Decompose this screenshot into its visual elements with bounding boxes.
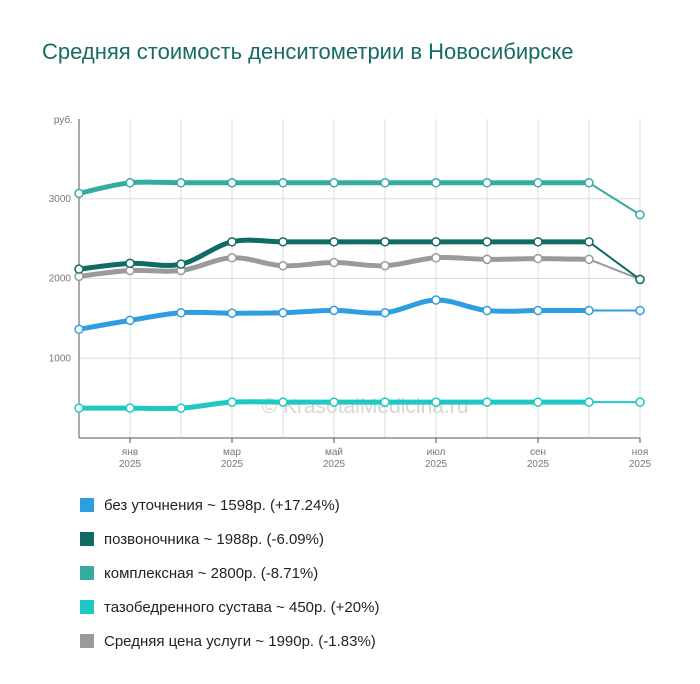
x-tick-label-month: мар: [223, 447, 241, 458]
data-point: [176, 308, 186, 318]
data-point: [329, 305, 339, 316]
data-point: [533, 305, 543, 316]
data-point: [431, 397, 441, 407]
legend-item[interactable]: без уточнения ~ 1598р. (+17.24%): [80, 488, 379, 522]
data-point: [176, 178, 186, 188]
x-tick-label-year: 2025: [425, 459, 448, 470]
data-point: [278, 237, 288, 247]
legend-swatch: [80, 634, 94, 648]
legend-label: Средняя цена услуги ~ 1990р. (-1.83%): [104, 632, 376, 650]
data-point: [431, 178, 441, 188]
legend-item[interactable]: комплексная ~ 2800р. (-8.71%): [80, 556, 379, 590]
grid: [78, 119, 641, 438]
y-tick-label: 1000: [49, 353, 72, 364]
data-point: [278, 308, 288, 318]
data-point: [227, 308, 237, 318]
data-point: [584, 237, 594, 247]
data-point: [227, 253, 237, 263]
series-line-4-tail: [588, 258, 641, 281]
data-point: [176, 259, 186, 269]
data-point: [533, 253, 543, 264]
legend-label: тазобедренного сустава ~ 450р. (+20%): [104, 598, 380, 616]
x-tick-label-month: сен: [530, 447, 546, 458]
chart-title: Средняя стоимость денситометрии в Новоси…: [42, 39, 574, 64]
data-point: [380, 397, 390, 407]
series-lines: [76, 179, 641, 412]
data-point: [380, 308, 390, 318]
data-point: [74, 188, 84, 199]
data-point: [227, 237, 237, 247]
data-point: [329, 237, 339, 247]
data-point: [584, 254, 594, 265]
data-point: [533, 397, 543, 407]
legend-item[interactable]: тазобедренного сустава ~ 450р. (+20%): [80, 590, 379, 624]
data-point: [431, 295, 441, 305]
x-tick-label-year: 2025: [527, 459, 550, 470]
data-point: [482, 305, 492, 316]
data-point: [176, 403, 186, 413]
legend-label: позвоночника ~ 1988р. (-6.09%): [104, 530, 324, 548]
data-point: [482, 178, 492, 188]
x-tick-label-month: ноя: [632, 447, 649, 458]
data-point: [431, 253, 441, 263]
legend-swatch: [80, 498, 94, 512]
legend-item[interactable]: Средняя цена услуги ~ 1990р. (-1.83%): [80, 624, 379, 658]
legend-swatch: [80, 532, 94, 546]
x-tick-label-year: 2025: [629, 459, 652, 470]
y-tick-label: 2000: [49, 274, 72, 285]
data-point: [125, 258, 135, 269]
data-point: [482, 254, 492, 265]
data-point: [125, 178, 135, 188]
data-point: [635, 305, 645, 316]
data-point: [278, 178, 288, 188]
data-point: [584, 305, 594, 316]
data-points: [74, 178, 645, 413]
data-point: [380, 178, 390, 188]
x-tick-label-year: 2025: [221, 459, 244, 470]
data-point: [329, 178, 339, 188]
y-axis-label: руб.: [54, 114, 73, 126]
x-tick-label-month: июл: [427, 447, 446, 458]
data-point: [380, 237, 390, 247]
data-point: [125, 403, 135, 413]
data-point: [584, 397, 594, 407]
data-point: [584, 178, 594, 188]
data-point: [227, 178, 237, 188]
legend-swatch: [80, 566, 94, 580]
x-tick-label-year: 2025: [119, 459, 142, 470]
data-point: [278, 397, 288, 407]
legend-label: комплексная ~ 2800р. (-8.71%): [104, 564, 319, 582]
data-point: [74, 403, 84, 413]
data-point: [635, 397, 645, 407]
data-point: [635, 209, 645, 220]
data-point: [482, 237, 492, 247]
data-point: [533, 237, 543, 247]
data-point: [329, 397, 339, 407]
y-tick-label: 3000: [49, 194, 72, 205]
data-point: [533, 178, 543, 188]
data-point: [329, 257, 339, 268]
legend-swatch: [80, 600, 94, 614]
series-line-1-tail: [588, 241, 641, 281]
data-point: [431, 237, 441, 247]
x-tick-label-month: май: [325, 447, 343, 458]
x-tick-label-year: 2025: [323, 459, 346, 470]
legend-label: без уточнения ~ 1598р. (+17.24%): [104, 496, 340, 514]
x-tick-label-month: янв: [122, 447, 138, 458]
data-point: [278, 260, 288, 271]
data-point: [482, 397, 492, 407]
data-point: [125, 315, 135, 326]
data-point: [380, 260, 390, 271]
data-point: [635, 274, 645, 285]
data-point: [74, 324, 84, 335]
data-point: [227, 397, 237, 407]
legend-item[interactable]: позвоночника ~ 1988р. (-6.09%): [80, 522, 379, 556]
legend: без уточнения ~ 1598р. (+17.24%) позвоноч…: [80, 488, 379, 658]
data-point: [74, 264, 84, 274]
